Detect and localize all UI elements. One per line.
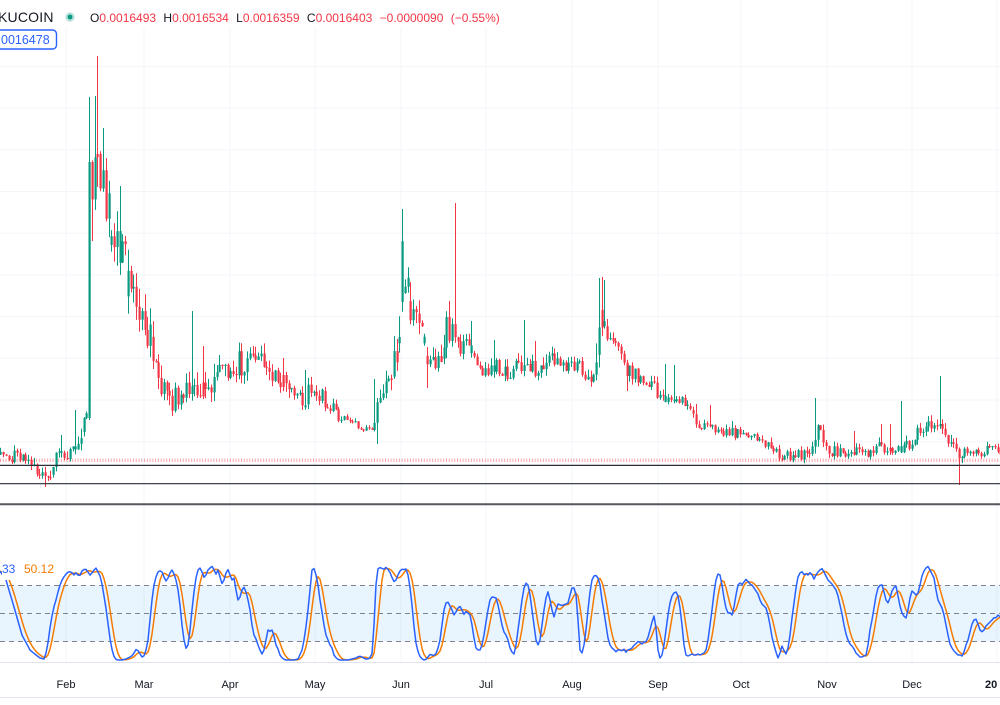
svg-text:KUCOIN: KUCOIN [0, 9, 54, 25]
svg-text:Jul: Jul [479, 679, 493, 691]
svg-text:Nov: Nov [817, 679, 837, 691]
svg-text:Aug: Aug [562, 679, 582, 691]
svg-text:May: May [305, 679, 326, 691]
svg-text:50.12: 50.12 [24, 562, 54, 576]
svg-text:20: 20 [985, 679, 997, 691]
svg-text:Dec: Dec [902, 679, 922, 691]
svg-text:O0.0016493 H0.0016534 L0.00163: O0.0016493 H0.0016534 L0.0016359 C0.0016… [90, 11, 500, 25]
svg-text:Oct: Oct [732, 679, 749, 691]
svg-text:Apr: Apr [221, 679, 238, 691]
svg-text:Jun: Jun [392, 679, 410, 691]
svg-text:Sep: Sep [648, 679, 668, 691]
svg-text:7.33: 7.33 [0, 562, 16, 576]
svg-text:Mar: Mar [135, 679, 154, 691]
svg-text:0016478: 0016478 [1, 33, 50, 47]
svg-text:Feb: Feb [57, 679, 76, 691]
